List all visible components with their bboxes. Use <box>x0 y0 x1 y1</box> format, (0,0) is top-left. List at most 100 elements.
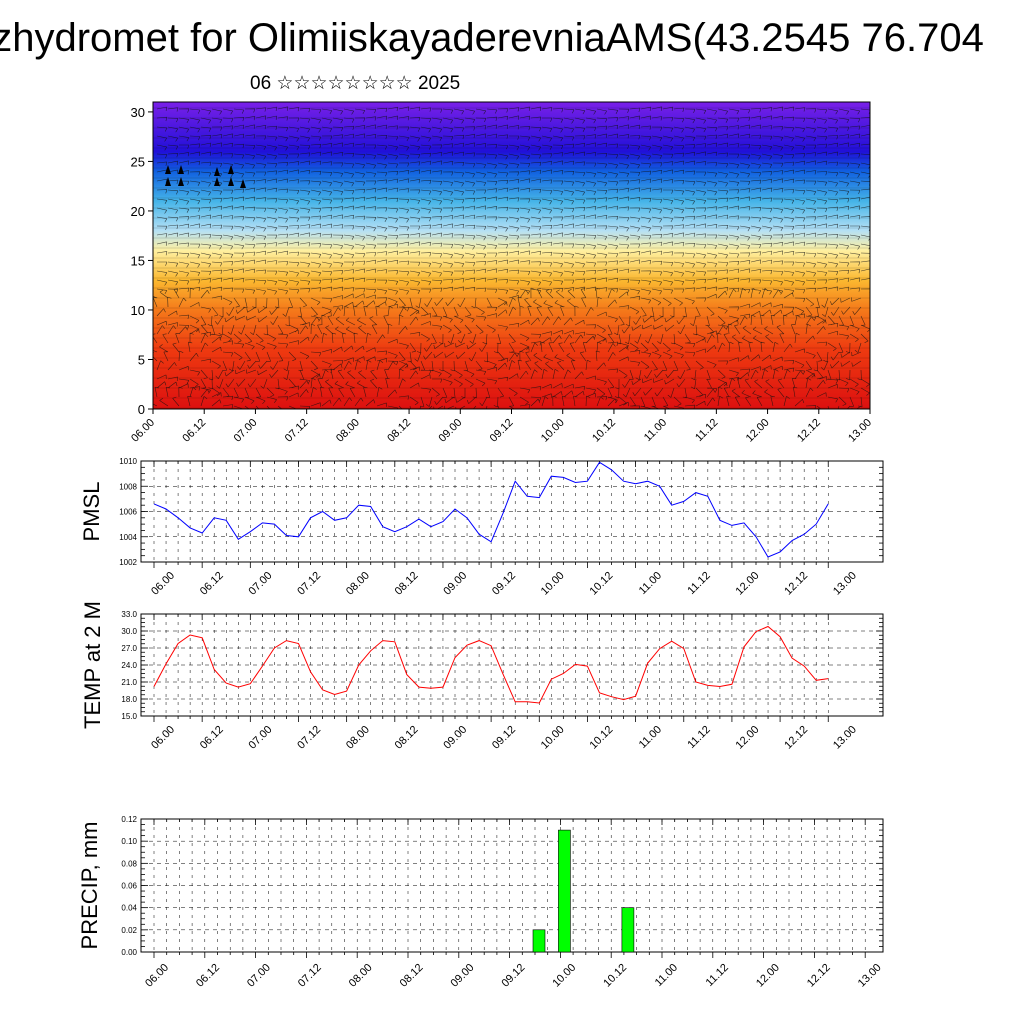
x-tick-label: 07.00 <box>247 724 275 752</box>
y-axis-label: PRECIP, mm <box>77 822 102 950</box>
wind-pennant <box>240 179 246 188</box>
x-tick-label: 13.00 <box>831 724 859 752</box>
x-tick-label: 10.00 <box>539 570 567 598</box>
profile-y-tick-label: 10 <box>131 303 145 318</box>
x-tick-label: 11.12 <box>704 962 731 989</box>
y-tick-label: 0.12 <box>121 815 137 824</box>
x-tick-label: 08.12 <box>398 962 426 990</box>
profile-x-tick-label: 09.12 <box>488 417 516 445</box>
wind-pennant <box>165 177 171 186</box>
x-tick-label: 13.00 <box>856 962 884 990</box>
x-tick-label: 08.00 <box>347 962 375 990</box>
wind-pennant <box>214 167 220 176</box>
x-tick-label: 07.00 <box>247 570 275 598</box>
x-tick-label: 12.00 <box>734 724 762 752</box>
x-tick-label: 07.00 <box>245 962 273 990</box>
y-tick-label: 30.0 <box>121 627 137 636</box>
x-tick-label: 08.12 <box>393 570 421 598</box>
precip-bar <box>532 929 546 953</box>
x-tick-label: 10.12 <box>587 570 615 598</box>
y-axis-label: PMSL <box>79 482 104 542</box>
wind-pennant <box>165 165 171 174</box>
contour-streaks <box>153 107 870 409</box>
page-title: azhydromet for OlimiiskayaderevniaAMS(43… <box>0 16 984 60</box>
profile-x-tick-label: 06.12 <box>180 417 208 445</box>
profile-x-tick-label: 07.00 <box>232 417 260 445</box>
profile-y-tick-label: 25 <box>131 154 145 169</box>
y-tick-label: 18.0 <box>121 695 137 704</box>
precip-bar <box>558 829 571 953</box>
y-tick-label: 0.06 <box>121 882 137 891</box>
x-tick-label: 12.12 <box>782 724 810 752</box>
x-tick-label: 11.00 <box>637 570 664 597</box>
profile-x-tick-label: 08.12 <box>385 417 413 445</box>
x-tick-label: 10.12 <box>587 724 615 752</box>
x-tick-label: 10.00 <box>539 724 567 752</box>
wind-barb-paths <box>153 106 870 409</box>
precip-chart: 0.00 0.02 0.04 0.06 0.08 0.10 0.12 06.00 06.12 07… <box>77 815 884 990</box>
pmsl-chart: 1002 1004 1006 1008 1010 06.00 06.12 07.00 07.12… <box>79 457 884 598</box>
y-tick-label: 27.0 <box>121 644 137 653</box>
wind-pennant <box>228 165 234 174</box>
x-tick-label: 07.12 <box>295 570 323 598</box>
x-tick-label: 10.12 <box>601 962 629 990</box>
profile-y-tick-label: 0 <box>138 402 145 417</box>
y-tick-label: 0.00 <box>121 948 137 957</box>
x-tick-label: 12.00 <box>734 570 762 598</box>
x-tick-label: 06.00 <box>143 962 171 990</box>
wind-pennant <box>228 177 234 186</box>
x-tick-label: 10.00 <box>550 962 578 990</box>
x-tick-label: 09.00 <box>441 570 469 598</box>
profile-x-tick-label: 11.12 <box>693 417 720 444</box>
x-tick-label: 12.12 <box>782 570 810 598</box>
x-tick-label: 09.12 <box>499 962 527 990</box>
x-tick-label: 11.00 <box>653 962 680 989</box>
profile-x-tick-label: 13.00 <box>846 417 874 445</box>
y-tick-label: 1010 <box>119 457 137 466</box>
y-tick-label: 0.10 <box>121 837 137 846</box>
x-tick-label: 07.12 <box>296 962 324 990</box>
wind-pennant <box>214 177 220 186</box>
profile-y-tick-label: 15 <box>131 253 145 268</box>
y-tick-label: 1002 <box>119 558 137 567</box>
y-tick-label: 0.04 <box>121 904 137 913</box>
x-tick-label: 06.12 <box>194 962 222 990</box>
x-tick-label: 09.00 <box>449 962 477 990</box>
x-tick-label: 11.12 <box>685 570 712 597</box>
y-tick-label: 15.0 <box>121 712 137 721</box>
profile-x-tick-label: 08.00 <box>334 417 362 445</box>
vertical-profile-chart: 0 5 10 15 20 25 30 06.00 06.12 07.00 07.12 08.00 08.… <box>129 101 874 445</box>
x-tick-label: 06.12 <box>198 724 226 752</box>
profile-x-tick-label: 12.12 <box>795 417 823 445</box>
x-tick-label: 06.00 <box>149 570 177 598</box>
x-tick-label: 08.12 <box>393 724 421 752</box>
x-tick-label: 12.12 <box>805 962 833 990</box>
temp-series-line <box>153 625 829 704</box>
profile-x-tick-label: 07.12 <box>283 417 311 445</box>
profile-y-tick-label: 5 <box>138 352 145 367</box>
wind-pennant <box>178 177 184 186</box>
y-tick-label: 0.02 <box>121 926 137 935</box>
x-tick-label: 08.00 <box>344 570 372 598</box>
y-tick-label: 0.08 <box>121 859 137 868</box>
y-tick-label: 33.0 <box>121 610 137 619</box>
y-axis-label: TEMP at 2 M <box>80 601 105 729</box>
x-tick-label: 06.00 <box>149 724 177 752</box>
profile-x-tick-label: 12.00 <box>744 417 772 445</box>
x-tick-label: 11.12 <box>685 724 712 751</box>
profile-x-tick-label: 09.00 <box>436 417 464 445</box>
wind-pennant <box>178 165 184 174</box>
x-tick-label: 09.12 <box>490 724 518 752</box>
wind-barbs <box>153 106 870 409</box>
profile-y-tick-label: 30 <box>131 105 145 120</box>
precip-bar <box>621 907 635 953</box>
pmsl-series-line <box>153 461 829 558</box>
profile-y-tick-label: 20 <box>131 204 145 219</box>
profile-x-tick-label: 06.00 <box>129 417 157 445</box>
y-tick-label: 1006 <box>119 508 137 517</box>
y-tick-label: 24.0 <box>121 661 137 670</box>
temp-chart: 15.0 18.0 21.0 24.0 27.0 30.0 33.0 06.00 06.12 07… <box>80 601 884 752</box>
y-tick-label: 21.0 <box>121 678 137 687</box>
x-tick-label: 06.12 <box>198 570 226 598</box>
